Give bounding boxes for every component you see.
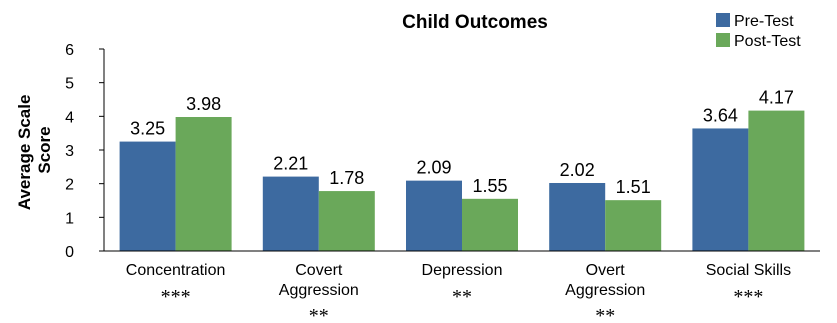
significance-marker: **	[309, 305, 329, 323]
category-label: Depression	[422, 262, 503, 279]
bar-value-label: 1.55	[472, 176, 507, 196]
significance-marker: ***	[161, 286, 191, 308]
x-axis: Concentration *** Covert Aggression ** Depres…	[104, 250, 820, 323]
bar-value-label: 2.21	[273, 154, 308, 174]
y-tick-label: 6	[65, 42, 74, 59]
category-label-line: Aggression	[565, 282, 645, 299]
bar-pre-test-1	[262, 176, 319, 251]
bar-value-label: 3.98	[186, 94, 221, 114]
category-label-line: Concentration	[126, 262, 226, 279]
chart-title: Child Outcomes	[402, 12, 548, 33]
bar-pre-test-2	[406, 180, 462, 251]
category-label-line: Overt	[586, 262, 626, 279]
bar-value-label: 1.51	[616, 177, 651, 197]
bar-pre-test-3	[549, 182, 606, 251]
bar-post-test-1	[318, 191, 375, 251]
bar-value-label: 1.78	[329, 168, 364, 188]
significance-marker: **	[452, 286, 472, 308]
y-tick-label: 1	[65, 210, 74, 227]
category-label-line: Covert	[295, 262, 343, 279]
bar-pre-test-4	[692, 128, 749, 251]
y-axis-label-line-2: Score	[35, 126, 54, 173]
bar-pre-test-0	[119, 141, 176, 251]
y-tick-label: 4	[65, 109, 74, 126]
y-axis-label: Average Scale Score	[15, 90, 54, 210]
legend-label-pre-test: Pre-Test	[734, 13, 794, 30]
bar-value-label: 2.09	[416, 158, 451, 178]
y-axis-label-line-1: Average Scale	[15, 95, 34, 211]
legend-label-post-test: Post-Test	[734, 33, 801, 50]
bar-post-test-4	[748, 110, 805, 251]
y-tick-label: 3	[65, 143, 74, 160]
category-label-line: Aggression	[279, 282, 359, 299]
bar-post-test-0	[175, 117, 232, 251]
significance-marker: **	[595, 305, 615, 323]
bars	[119, 110, 805, 251]
category-label: Covert Aggression	[279, 262, 359, 299]
category-label-line: Depression	[422, 262, 503, 279]
category-label: Social Skills	[706, 262, 791, 279]
bar-value-label: 3.25	[130, 119, 165, 139]
legend-swatch-pre-test	[716, 13, 730, 27]
value-labels: 3.25 3.98 2.21 1.78 2.09 1.55 2.02 1.51 3.64 4.17	[130, 88, 794, 198]
y-tick-label: 0	[65, 244, 74, 261]
legend-swatch-post-test	[716, 33, 730, 47]
significance-marker: ***	[733, 286, 763, 308]
y-axis: 0 1 2 3 4 5 6	[65, 42, 105, 261]
bar-post-test-3	[605, 200, 662, 251]
category-label-line: Social Skills	[706, 262, 791, 279]
legend: Pre-Test Post-Test	[716, 13, 801, 50]
category-label: Overt Aggression	[565, 262, 645, 299]
category-label: Concentration	[126, 262, 226, 279]
y-tick-label: 2	[65, 177, 74, 194]
y-tick-label: 5	[65, 76, 74, 93]
bar-value-label: 4.17	[759, 88, 794, 108]
bar-post-test-2	[462, 198, 518, 251]
bar-value-label: 3.64	[703, 105, 738, 125]
bar-value-label: 2.02	[560, 160, 595, 180]
